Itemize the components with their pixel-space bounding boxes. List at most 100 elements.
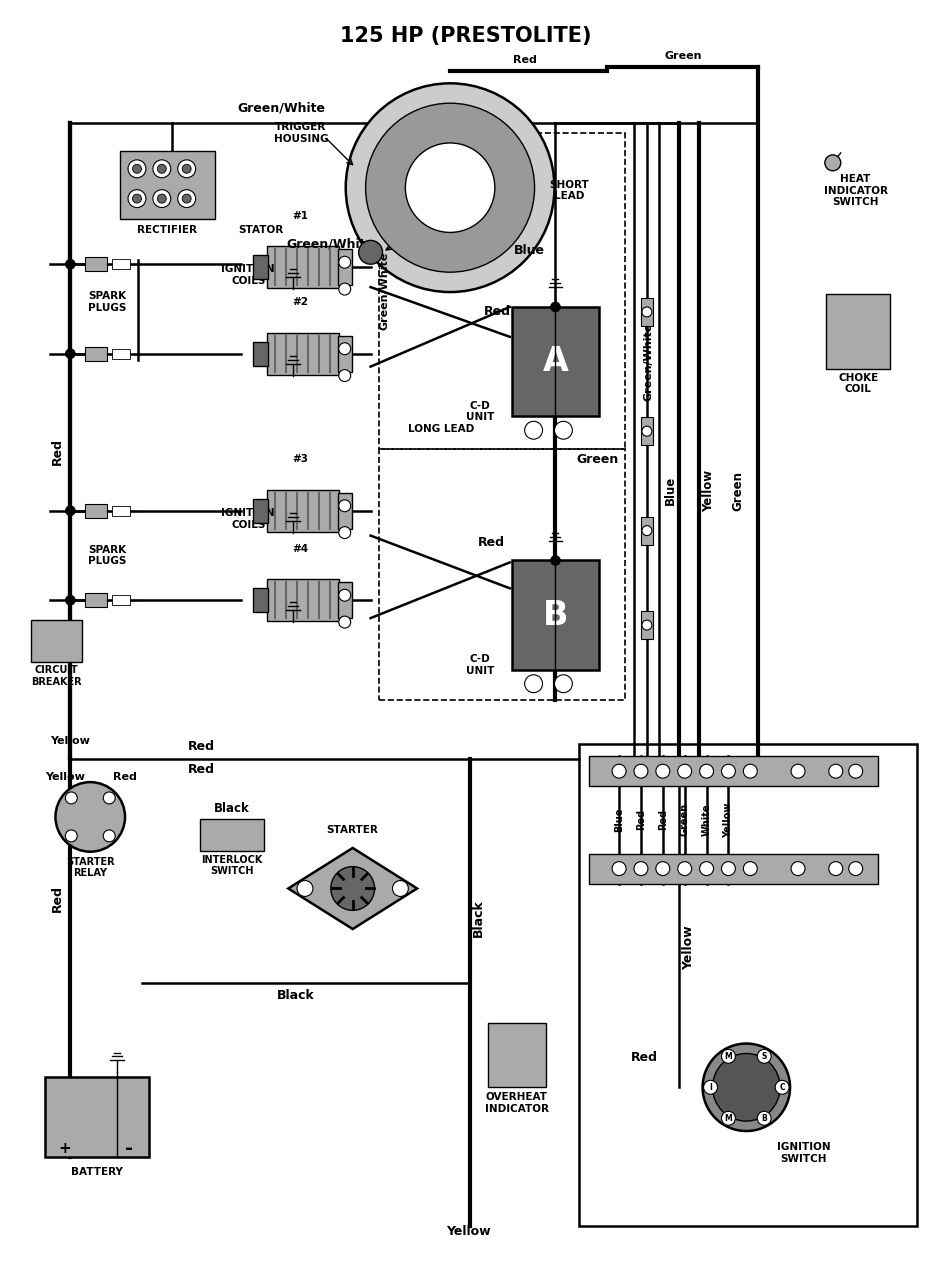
Circle shape bbox=[612, 764, 626, 778]
Text: B: B bbox=[761, 1114, 767, 1123]
Text: +: + bbox=[58, 1141, 71, 1156]
Circle shape bbox=[132, 195, 142, 204]
Circle shape bbox=[297, 880, 313, 897]
Text: 125 HP (PRESTOLITE): 125 HP (PRESTOLITE) bbox=[341, 25, 592, 46]
Text: RECTIFIER: RECTIFIER bbox=[137, 225, 197, 235]
Circle shape bbox=[703, 1043, 790, 1131]
Circle shape bbox=[775, 1080, 789, 1094]
Text: S: S bbox=[761, 1052, 767, 1061]
Circle shape bbox=[612, 861, 626, 875]
Text: CIRCUIT
BREAKER: CIRCUIT BREAKER bbox=[31, 665, 82, 687]
Circle shape bbox=[550, 301, 561, 312]
Text: Green/White: Green/White bbox=[644, 323, 654, 401]
Bar bbox=[590, 757, 878, 786]
Bar bbox=[253, 256, 268, 279]
Circle shape bbox=[791, 861, 805, 875]
Text: Red: Red bbox=[51, 438, 64, 464]
Text: Red: Red bbox=[188, 763, 216, 776]
Text: I: I bbox=[709, 1082, 712, 1091]
Text: C-D
UNIT: C-D UNIT bbox=[466, 401, 494, 422]
Text: STARTER: STARTER bbox=[327, 826, 379, 834]
Circle shape bbox=[744, 861, 758, 875]
Circle shape bbox=[65, 506, 76, 515]
Circle shape bbox=[128, 190, 146, 207]
Bar bbox=[85, 593, 107, 607]
Circle shape bbox=[829, 861, 842, 875]
Circle shape bbox=[153, 190, 171, 207]
Bar bbox=[338, 583, 352, 618]
Circle shape bbox=[849, 764, 863, 778]
Bar bbox=[253, 499, 268, 523]
Circle shape bbox=[339, 284, 351, 295]
Bar bbox=[85, 347, 107, 361]
Circle shape bbox=[339, 342, 351, 355]
Text: Green/White: Green/White bbox=[380, 252, 389, 331]
Text: IGNITION
COILS: IGNITION COILS bbox=[221, 508, 275, 529]
Circle shape bbox=[128, 160, 146, 178]
Text: STARTER
RELAY: STARTER RELAY bbox=[66, 857, 115, 879]
Circle shape bbox=[721, 1112, 735, 1126]
Circle shape bbox=[677, 764, 691, 778]
Text: Yellow: Yellow bbox=[446, 1225, 491, 1238]
Circle shape bbox=[700, 764, 714, 778]
Text: M: M bbox=[725, 1114, 732, 1123]
Circle shape bbox=[634, 861, 648, 875]
Text: Red: Red bbox=[188, 740, 216, 753]
Bar bbox=[641, 611, 653, 639]
Bar bbox=[338, 249, 352, 285]
Bar bbox=[267, 490, 339, 532]
Bar bbox=[641, 417, 653, 445]
Text: Red: Red bbox=[479, 536, 506, 550]
Circle shape bbox=[177, 190, 196, 207]
Bar bbox=[379, 134, 625, 449]
Text: Red: Red bbox=[658, 809, 668, 831]
Bar bbox=[590, 854, 878, 884]
Circle shape bbox=[744, 764, 758, 778]
Text: TRIGGER
HOUSING: TRIGGER HOUSING bbox=[273, 122, 328, 144]
Bar bbox=[253, 342, 268, 365]
Text: #2: #2 bbox=[292, 296, 308, 307]
Circle shape bbox=[339, 256, 351, 268]
Text: Black: Black bbox=[277, 990, 315, 1002]
Circle shape bbox=[642, 525, 652, 536]
Circle shape bbox=[405, 142, 494, 233]
Circle shape bbox=[65, 259, 76, 270]
Text: SHORT
LEAD: SHORT LEAD bbox=[550, 179, 590, 201]
Text: HEAT
INDICATOR
SWITCH: HEAT INDICATOR SWITCH bbox=[824, 174, 887, 207]
Circle shape bbox=[554, 674, 572, 693]
Text: #4: #4 bbox=[292, 543, 308, 553]
Circle shape bbox=[642, 619, 652, 630]
Text: M: M bbox=[725, 1052, 732, 1061]
Circle shape bbox=[642, 426, 652, 436]
Circle shape bbox=[182, 195, 191, 204]
Bar bbox=[120, 151, 215, 219]
Circle shape bbox=[158, 164, 166, 173]
Circle shape bbox=[339, 589, 351, 602]
Circle shape bbox=[55, 782, 125, 852]
Circle shape bbox=[65, 595, 76, 605]
Bar bbox=[338, 492, 352, 529]
Text: OVERHEAT
INDICATOR: OVERHEAT INDICATOR bbox=[485, 1093, 549, 1114]
Bar bbox=[112, 506, 130, 515]
Text: Blue: Blue bbox=[614, 808, 624, 832]
Text: -: - bbox=[125, 1140, 133, 1159]
Circle shape bbox=[339, 500, 351, 511]
Text: Yellow: Yellow bbox=[50, 736, 91, 747]
Text: IGNITION
COILS: IGNITION COILS bbox=[221, 265, 275, 286]
Bar bbox=[112, 595, 130, 605]
Circle shape bbox=[65, 792, 77, 804]
Text: C: C bbox=[779, 1082, 785, 1091]
Bar bbox=[45, 1077, 149, 1156]
Bar bbox=[488, 1023, 546, 1088]
Text: LONG LEAD: LONG LEAD bbox=[409, 425, 475, 434]
Circle shape bbox=[703, 1080, 717, 1094]
Text: Black: Black bbox=[471, 899, 484, 937]
Text: A: A bbox=[542, 345, 568, 378]
Circle shape bbox=[677, 861, 691, 875]
Text: Blue: Blue bbox=[514, 244, 545, 257]
Circle shape bbox=[825, 155, 841, 170]
Circle shape bbox=[158, 195, 166, 204]
Circle shape bbox=[339, 527, 351, 538]
Circle shape bbox=[153, 160, 171, 178]
Text: Green: Green bbox=[576, 453, 619, 466]
